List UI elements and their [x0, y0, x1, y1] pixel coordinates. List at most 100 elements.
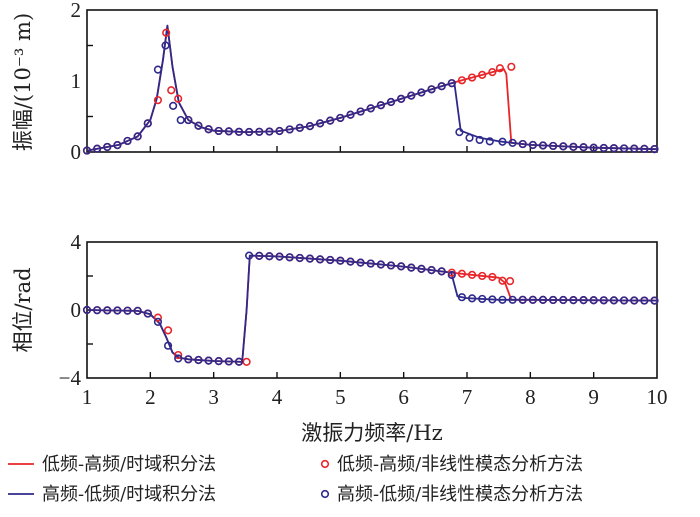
- data-point: [103, 142, 112, 152]
- data-point: [163, 341, 173, 350]
- data-point: [103, 306, 112, 315]
- data-point: [407, 263, 416, 272]
- data-point: [498, 295, 507, 304]
- data-point: [465, 133, 474, 142]
- series-line: [86, 254, 658, 363]
- data-point: [366, 104, 375, 113]
- x-tick-label: 8: [525, 385, 536, 409]
- legend-marker-swatch: [320, 489, 330, 499]
- data-point: [275, 126, 284, 136]
- data-point: [255, 127, 264, 136]
- data-point: [214, 126, 223, 136]
- legend-item: 高频-低频/时域积分法: [8, 484, 216, 505]
- data-point: [184, 115, 193, 125]
- legend-item: 低频-高频/非线性模态分析方法: [320, 454, 583, 475]
- x-tick-label: 5: [335, 385, 346, 409]
- data-point: [630, 296, 639, 305]
- legend-item: 低频-高频/时域积分法: [8, 454, 216, 475]
- data-point: [538, 141, 548, 150]
- data-point: [326, 255, 335, 265]
- data-point: [275, 252, 284, 261]
- data-point: [478, 294, 487, 304]
- data-point: [376, 101, 385, 110]
- phase-plot: −4 0 4 1 2 3 4 5 6 7 8 9 10 相位/rad 激振力频率/Hz: [11, 230, 668, 445]
- data-point: [295, 123, 304, 132]
- data-point: [123, 306, 132, 315]
- data-point: [143, 119, 152, 128]
- data-point: [336, 113, 345, 123]
- data-point: [174, 94, 183, 103]
- data-point: [356, 107, 365, 116]
- data-point: [579, 296, 588, 305]
- x-tick-label: 2: [145, 385, 156, 409]
- data-point: [153, 96, 163, 105]
- data-point: [82, 146, 92, 155]
- data-point: [507, 62, 516, 71]
- data-point: [640, 144, 649, 153]
- legend-marker-swatch: [320, 459, 330, 469]
- data-point: [488, 295, 497, 304]
- data-point: [528, 295, 537, 304]
- data-point: [153, 317, 163, 327]
- data-point: [242, 357, 251, 366]
- data-point: [143, 309, 152, 318]
- data-point: [467, 73, 477, 82]
- x-tick-label: 10: [647, 385, 668, 409]
- legend-label: 低频-高频/非线性模态分析方法: [337, 454, 583, 475]
- data-point: [589, 296, 598, 305]
- data-point: [356, 258, 365, 267]
- data-point: [204, 356, 213, 365]
- y-axis-title: 振幅/(10⁻³ m): [11, 13, 35, 151]
- data-point: [579, 143, 588, 152]
- data-point: [315, 255, 325, 264]
- data-point: [508, 295, 517, 304]
- data-point: [569, 142, 578, 151]
- legend-label: 高频-低频/时域积分法: [42, 484, 216, 505]
- data-point: [163, 326, 173, 335]
- y-tick-label: 1: [71, 69, 82, 93]
- data-point: [153, 65, 163, 74]
- data-point: [478, 271, 487, 281]
- data-point: [397, 262, 406, 271]
- data-point: [397, 94, 406, 103]
- data-point: [245, 251, 254, 260]
- data-point: [133, 306, 142, 315]
- data-point: [437, 82, 446, 91]
- data-point: [505, 277, 515, 286]
- y-tick-label: 4: [71, 230, 82, 254]
- data-point: [609, 144, 619, 153]
- data-point: [538, 295, 548, 304]
- data-point: [447, 79, 456, 88]
- data-point: [528, 140, 537, 150]
- data-point: [376, 260, 385, 269]
- data-point: [326, 116, 335, 125]
- data-point: [167, 86, 176, 95]
- data-point: [113, 306, 122, 315]
- data-point: [234, 357, 244, 366]
- data-point: [447, 270, 456, 280]
- x-tick-label: 9: [588, 385, 599, 409]
- data-point: [609, 296, 619, 305]
- data-point: [346, 257, 355, 266]
- data-point: [295, 253, 304, 263]
- y-tick-label: 0: [71, 298, 82, 322]
- data-point: [498, 276, 507, 285]
- data-point: [485, 137, 494, 146]
- x-axis-title: 激振力频率/Hz: [301, 421, 442, 445]
- data-point: [640, 296, 649, 305]
- data-point: [455, 128, 464, 137]
- data-point: [427, 85, 436, 94]
- data-point: [153, 313, 163, 322]
- x-tick-label: 3: [208, 385, 219, 409]
- series-line: [86, 24, 658, 152]
- data-point: [285, 253, 294, 262]
- data-point: [93, 306, 102, 315]
- data-point: [265, 127, 274, 136]
- data-point: [457, 293, 467, 302]
- data-point: [457, 76, 467, 85]
- data-point: [589, 143, 598, 152]
- data-point: [224, 127, 233, 136]
- data-point: [599, 296, 608, 305]
- x-tick-label: 4: [272, 385, 283, 409]
